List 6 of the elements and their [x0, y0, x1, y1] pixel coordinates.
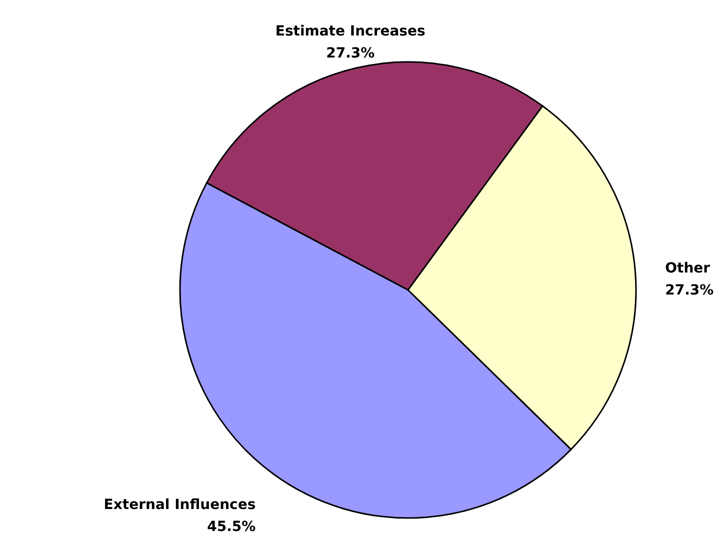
data-label: 45.5%: [207, 519, 256, 536]
data-label: 27.3%: [665, 282, 714, 299]
slice-label: Other: [665, 260, 710, 277]
data-label: 27.3%: [326, 46, 375, 62]
slice-label: Estimate Increases: [275, 24, 426, 40]
slice-label: External Influences: [104, 497, 256, 514]
